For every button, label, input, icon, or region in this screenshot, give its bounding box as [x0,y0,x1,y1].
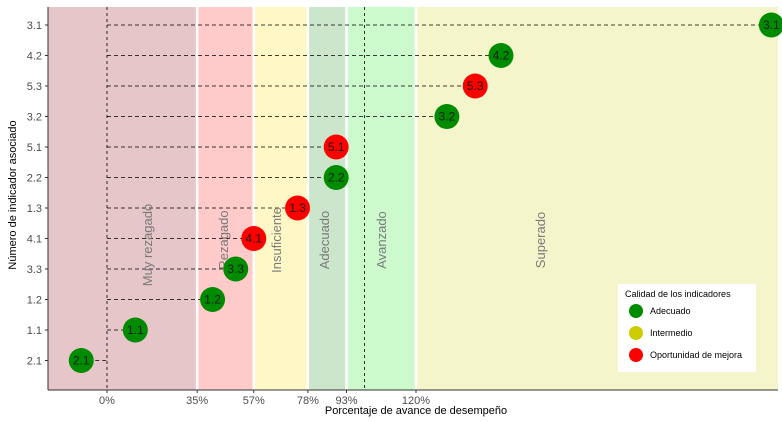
y-tick-label: 4.1 [27,234,42,246]
band-avanzado [346,7,416,390]
band-rezagado [197,7,254,390]
data-point-label: 1.1 [127,323,144,337]
data-point-label: 1.3 [289,201,306,215]
data-point-label: 2.1 [73,354,90,368]
reference-lines [106,7,365,390]
data-point-label: 3.2 [439,110,456,124]
data-point-1.2 [200,287,226,312]
legend-label: Adecuado [650,306,691,316]
legend: Calidad de los indicadores Adecuado Inter… [618,284,756,372]
x-tick-label: 57% [243,395,265,407]
performance-bands [48,7,778,390]
band-label: Adecuado [317,211,332,270]
x-tick-label: 120% [402,395,430,407]
y-tick-label: 1.2 [27,295,42,307]
y-tick-label: 3.1 [27,20,42,32]
data-point-label: 4.2 [493,49,510,63]
data-points: 2.1 1.1 1.2 3.3 4.1 1.3 2.2 5.1 3.2 5.3 4.2 3.1 [68,12,782,373]
band-label: Superado [533,212,548,268]
legend-swatch [629,304,643,318]
band-label: Muy rezagado [140,204,155,286]
x-axis-title: Porcentaje de avance de desempeño [325,405,507,417]
data-point-3.1 [758,12,782,38]
data-point-4.2 [488,43,514,68]
legend-entries: Adecuado Intermedio Oportunidad de mejora [629,304,742,362]
y-tick-label: 1.1 [27,325,42,337]
y-tick-label: 5.1 [27,142,42,154]
y-axis-title: Número de indicador asociado [7,120,19,269]
data-point-1.3 [285,195,311,221]
data-point-label: 3.1 [763,18,780,32]
data-point-5.1 [323,134,349,160]
axes [47,7,778,391]
y-tick-label: 1.3 [27,203,42,215]
data-point-5.3 [462,73,488,99]
y-tick-label: 4.2 [27,51,42,63]
data-point-label: 3.3 [227,262,244,276]
data-point-1.1 [122,317,148,343]
y-tick-label: 2.2 [27,173,42,185]
legend-swatch [629,326,643,340]
data-point-3.2 [434,104,460,129]
legend-label: Intermedio [650,328,693,338]
data-point-2.1 [68,348,94,373]
data-point-4.1 [241,226,267,251]
data-point-label: 4.1 [245,232,262,246]
band-label: Avanzado [374,211,389,269]
data-point-label: 1.2 [204,293,221,307]
band-label: Rezagado [216,210,231,269]
y-tick-label: 2.1 [27,356,42,368]
legend-label: Oportunidad de mejora [650,350,742,360]
band-label: Insuficiente [269,207,284,273]
data-point-label: 5.1 [328,140,345,154]
data-point-label: 2.2 [328,171,345,185]
y-tick-label: 3.3 [27,264,42,276]
band-muy-rezagado [48,7,198,390]
legend-swatch [629,348,643,362]
y-tick-label: 3.2 [27,112,42,124]
x-tick-label: 93% [335,395,357,407]
x-tick-label: 78% [297,395,319,407]
data-point-3.3 [223,256,249,282]
legend-title: Calidad de los indicadores [625,289,731,299]
x-axis-ticks: 0% 35% 57% 78% 93% 120% [99,390,430,407]
y-tick-label: 5.3 [27,81,42,93]
data-point-label: 5.3 [467,79,484,93]
x-tick-label: 0% [99,395,115,407]
data-point-2.2 [323,165,349,190]
y-axis-ticks: 2.1 1.1 1.2 3.3 4.1 1.3 2.2 5.1 3.2 5.3 4.2 3.1 [27,20,48,368]
band-labels: Muy rezagado Rezagado Insuficiente Adecuado… [140,204,548,286]
band-adecuado [307,7,347,390]
x-tick-label: 35% [186,395,208,407]
